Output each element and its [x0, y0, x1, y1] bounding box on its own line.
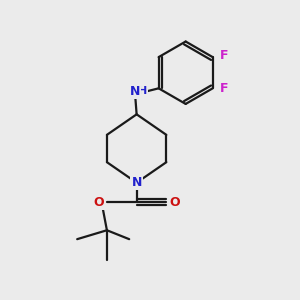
Text: N: N [131, 176, 142, 189]
Text: N: N [130, 85, 140, 98]
Text: H: H [138, 86, 147, 96]
Text: F: F [220, 49, 228, 62]
Text: F: F [220, 82, 228, 95]
Text: O: O [169, 196, 180, 208]
Text: O: O [93, 196, 104, 208]
